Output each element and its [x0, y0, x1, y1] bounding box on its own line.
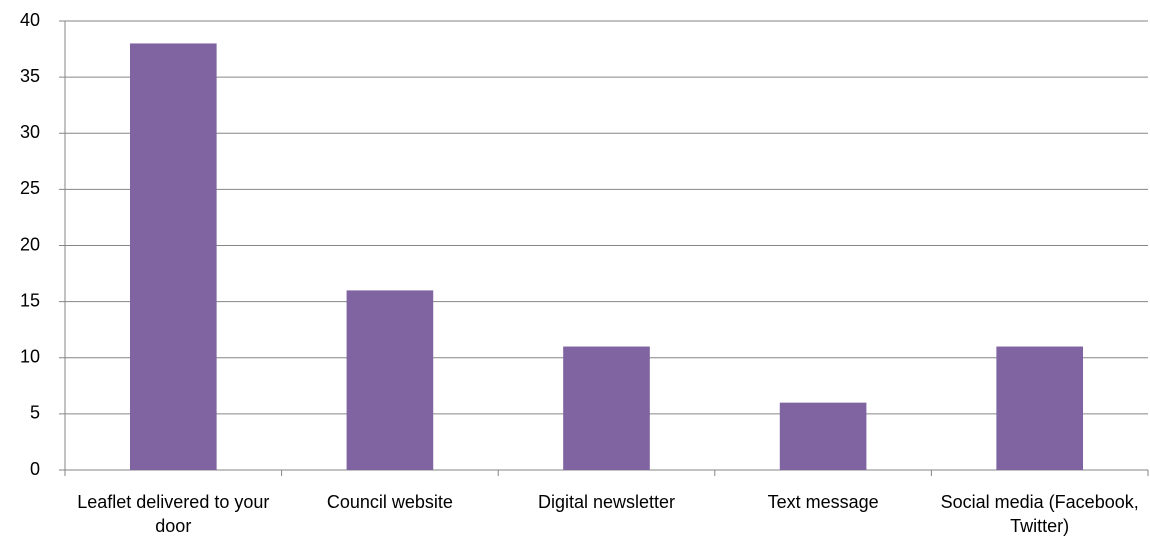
bar: [779, 402, 867, 470]
x-tick-label: Digital newsletter: [537, 492, 676, 512]
x-tick-label: Social media (Facebook, Twitter): [940, 492, 1139, 536]
y-tick-label: 0: [30, 459, 40, 479]
y-tick-label: 5: [30, 403, 40, 423]
y-tick-label: 25: [20, 178, 40, 198]
y-tick-label: 20: [20, 234, 40, 254]
x-tick-label: Text message: [767, 492, 879, 512]
y-tick-label: 30: [20, 122, 40, 142]
y-tick-label: 10: [20, 347, 40, 367]
x-tick-label: Leaflet delivered to your door: [77, 492, 270, 536]
x-tick-label: Council website: [326, 492, 453, 512]
y-tick-label: 35: [20, 66, 40, 86]
bar: [129, 43, 217, 470]
y-tick-label: 40: [20, 10, 40, 30]
bar: [563, 346, 650, 470]
bar: [346, 290, 434, 470]
y-tick-label: 15: [20, 290, 40, 310]
bar: [996, 346, 1084, 470]
